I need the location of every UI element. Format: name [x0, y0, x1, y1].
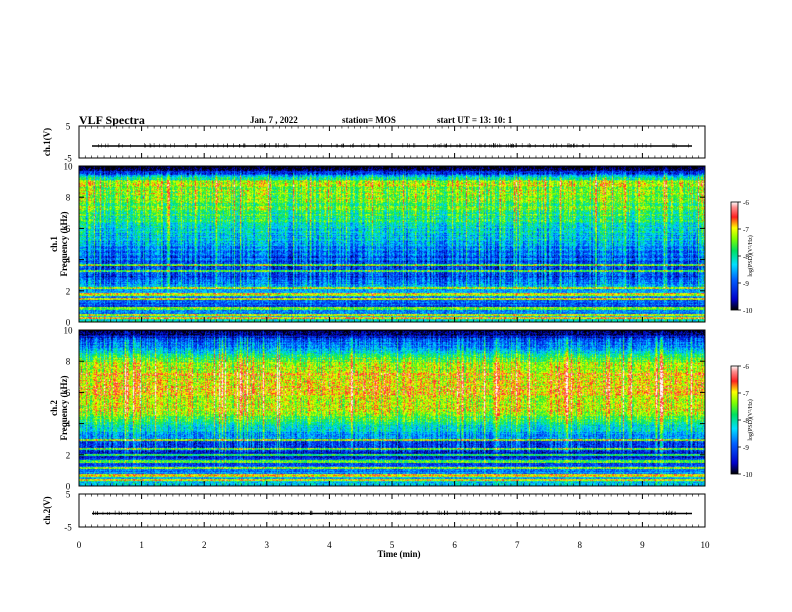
y-tick-label: 6 — [66, 388, 71, 398]
x-tick-label: 8 — [578, 540, 583, 550]
colorbar-tick-label: -10 — [743, 307, 753, 315]
spectrogram-image — [79, 166, 705, 322]
y-tick-label: 2 — [66, 450, 71, 460]
y-tick-label: 5 — [66, 122, 71, 132]
x-tick-label: 4 — [327, 540, 332, 550]
y-tick-label: 6 — [66, 224, 71, 234]
colorbar-tick-label: -6 — [743, 363, 749, 371]
date-label: Jan. 7 , 2022 — [250, 115, 298, 125]
y-axis-label: Frequency (kHz) — [59, 211, 69, 276]
colorbar-tick-label: -9 — [743, 280, 749, 288]
x-tick-label: 7 — [515, 540, 520, 550]
y-tick-label: 2 — [66, 286, 71, 296]
y-tick-label: 8 — [66, 357, 71, 367]
colorbar-tick-label: -8 — [743, 417, 749, 425]
x-tick-label: 10 — [701, 540, 711, 550]
x-tick-label: 1 — [139, 540, 144, 550]
y-tick-label: -5 — [64, 523, 72, 533]
colorbar-label: log(PSD)(V²/Hz) — [747, 399, 754, 440]
y-axis-label: Frequency (kHz) — [59, 375, 69, 440]
x-tick-label: 6 — [452, 540, 457, 550]
start-time-label: start UT = 13: 10: 1 — [437, 115, 513, 125]
chart-title: VLF Spectra — [79, 113, 145, 127]
x-tick-label: 5 — [390, 540, 395, 550]
colorbar — [730, 365, 739, 475]
y-tick-label: 0 — [66, 318, 71, 328]
x-tick-label: 3 — [265, 540, 270, 550]
y-tick-label: 0 — [66, 482, 71, 492]
y-tick-label: 8 — [66, 193, 71, 203]
y-axis-label: ch.1 — [49, 236, 59, 252]
x-axis-label: Time (min) — [377, 549, 420, 559]
y-tick-label: 4 — [66, 419, 71, 429]
x-tick-label: 2 — [202, 540, 207, 550]
y-tick-label: 5 — [66, 490, 71, 500]
x-tick-label: 0 — [77, 540, 82, 550]
spectrogram-image — [79, 330, 705, 486]
colorbar-tick-label: -10 — [743, 471, 753, 479]
colorbar-tick-label: -9 — [743, 444, 749, 452]
colorbar-tick-label: -7 — [743, 390, 749, 398]
x-tick-label: 9 — [640, 540, 645, 550]
colorbar-tick-label: -7 — [743, 226, 749, 234]
colorbar-tick-label: -6 — [743, 199, 749, 207]
y-tick-label: 10 — [64, 326, 74, 336]
y-axis-label: ch.2 — [49, 400, 59, 416]
y-axis-label: ch.2(V) — [42, 496, 52, 524]
y-tick-label: -5 — [64, 154, 72, 164]
y-tick-label: 4 — [66, 255, 71, 265]
colorbar — [730, 201, 739, 311]
station-label: station= MOS — [342, 115, 396, 125]
colorbar-label: log(PSD)(V²/Hz) — [747, 235, 754, 276]
y-axis-label: ch.1(V) — [42, 128, 52, 156]
colorbar-tick-label: -8 — [743, 253, 749, 261]
y-tick-label: 10 — [64, 162, 74, 172]
